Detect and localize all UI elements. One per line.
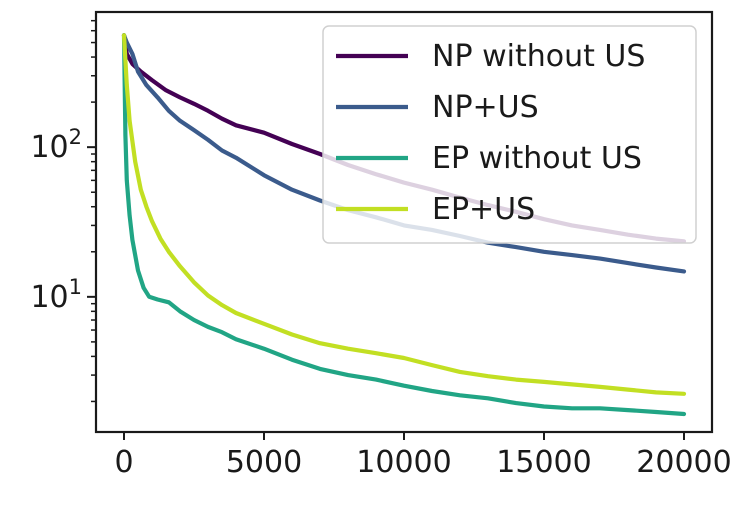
plot-frame [94, 10, 714, 434]
legend: NP without US NP+US EP without US EP+US [322, 25, 697, 244]
series-lines [121, 33, 687, 417]
series-line-1 [121, 33, 687, 274]
y-tick-base: 10 [30, 130, 68, 165]
y-tick-exponent: 2 [69, 125, 82, 149]
legend-label-2: EP without US [432, 141, 642, 176]
x-tick-label: 20000 [636, 445, 731, 480]
y-tick-base: 10 [30, 280, 68, 315]
x-tick-label: 15000 [496, 445, 591, 480]
legend-box [322, 25, 697, 244]
series-line-3 [121, 33, 687, 396]
legend-label-0: NP without US [432, 39, 645, 74]
y-tick-label: 101 [30, 275, 82, 315]
x-tick-label: 10000 [356, 445, 451, 480]
x-tick-label: 0 [114, 445, 133, 480]
x-tick-label: 5000 [226, 445, 302, 480]
y-tick-exponent: 1 [69, 275, 82, 299]
legend-label-1: NP+US [432, 90, 539, 125]
legend-label-3: EP+US [432, 192, 535, 227]
series-line-2 [121, 33, 687, 417]
y-tick-label: 102 [30, 125, 82, 165]
